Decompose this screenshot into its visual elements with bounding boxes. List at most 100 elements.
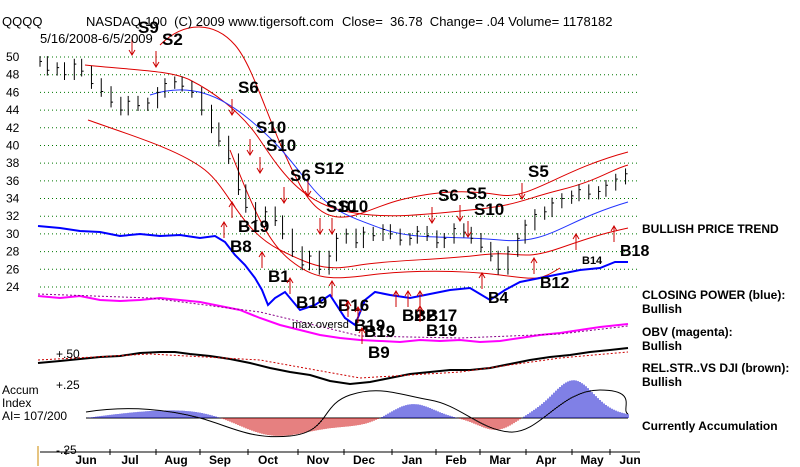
y-tick-label: 26 — [6, 262, 20, 276]
signal-label: B18 — [620, 243, 649, 260]
y-tick-label: 38 — [6, 156, 20, 170]
index-label: Index — [2, 396, 32, 410]
signal-arrow-head — [152, 61, 160, 68]
signal-label: B4 — [488, 290, 509, 307]
lower-band — [87, 119, 629, 269]
y-tick-label: 46 — [6, 85, 20, 99]
max-oversold-label: max.oversd — [292, 319, 349, 331]
signal-label: S5 — [528, 162, 549, 181]
date-range: 5/16/2008-6/5/2009 — [40, 31, 153, 46]
signal-label: S6 — [290, 166, 311, 185]
signal-arrow-head — [328, 228, 336, 235]
signal-label: B14 — [582, 255, 603, 267]
relstr-ma — [37, 351, 629, 379]
signal-arrow-head — [220, 221, 228, 228]
plus25-label: +.25 — [56, 378, 80, 392]
x-month-label: Mar — [489, 453, 511, 467]
signal-arrow-head — [354, 306, 362, 313]
signal-label: S9 — [138, 18, 159, 37]
signal-label: B19 — [364, 322, 395, 341]
signal-label: S2 — [162, 30, 183, 49]
moving-average — [149, 89, 629, 242]
signal-arrow-head — [280, 197, 288, 204]
signal-arrow-head — [416, 305, 424, 312]
signal-arrow-head — [456, 215, 464, 222]
quote-info: Close= 36.78 Change= .04 Volume= 1178182 — [342, 14, 613, 29]
upper-band-outer — [159, 26, 629, 218]
price-grid — [40, 56, 640, 288]
closing-power-status: Bullish — [642, 302, 683, 316]
signal-arrow-head — [464, 231, 472, 238]
lower-band-outer — [229, 149, 561, 279]
obv-line — [37, 294, 629, 344]
signal-arrow-head — [256, 167, 264, 174]
signal-arrow-head — [416, 290, 424, 297]
y-tick-label: 32 — [6, 209, 20, 223]
relstr-line — [37, 347, 629, 386]
signal-label: S10 — [256, 118, 286, 137]
x-month-label: Apr — [536, 453, 557, 467]
closing-power-line — [37, 225, 628, 327]
x-month-label: Sep — [209, 453, 231, 467]
y-tick-label: 36 — [6, 174, 20, 188]
signal-arrow-head — [530, 257, 538, 264]
x-month-label: Jan — [402, 453, 423, 467]
signal-label: B19 — [296, 293, 327, 312]
signal-arrow-head — [304, 190, 312, 197]
signal-arrow-head — [258, 251, 266, 258]
upper-band — [84, 64, 629, 217]
signal-label: S6 — [438, 186, 459, 205]
y-tick-label: 48 — [6, 68, 20, 82]
bullish-trend-label: BULLISH PRICE TREND — [642, 222, 779, 236]
signal-arrow-head — [404, 290, 412, 297]
relstr-status: Bullish — [642, 375, 683, 389]
signal-label: S6 — [238, 78, 259, 97]
signal-label: B16 — [338, 296, 369, 315]
signal-arrow-head — [228, 201, 236, 208]
signal-arrow-head — [392, 290, 400, 297]
signal-arrow-head — [518, 193, 526, 200]
ai-label: AI= 107/200 — [2, 409, 68, 423]
signal-label: B9 — [368, 343, 390, 362]
signal-arrow-head — [610, 225, 618, 232]
signal-arrow-head — [286, 277, 294, 284]
signal-label: B2 — [414, 306, 436, 325]
x-month-label: Feb — [445, 453, 466, 467]
x-month-label: Jun — [75, 453, 96, 467]
accum-ma — [85, 389, 629, 438]
signal-arrow-head — [228, 109, 236, 116]
y-tick-labels: 24 26 28 30 32 34 36 38 40 42 44 46 48 50 — [6, 50, 20, 294]
obv-status: Bullish — [642, 339, 683, 353]
obv-label: OBV (magenta): — [642, 325, 733, 339]
signal-label: B17 — [426, 306, 457, 325]
accum-status: Currently Accumulation — [642, 419, 778, 433]
x-month-labels: Jun Jul Aug Sep Oct Nov Dec Jan Feb Mar Apr May Jun — [65, 449, 641, 467]
accum-label: Accum — [2, 383, 39, 397]
y-tick-label: 24 — [6, 280, 20, 294]
signal-arrow-head — [572, 233, 580, 240]
signal-label: B19 — [426, 321, 457, 340]
y-tick-label: 50 — [6, 50, 20, 64]
plus50-label: +.50 — [56, 347, 80, 361]
signal-arrow-head — [128, 49, 136, 56]
x-month-label: Nov — [307, 453, 330, 467]
signal-arrow-head — [344, 300, 352, 307]
x-month-label: Aug — [164, 453, 187, 467]
minus25-label: -.25 — [56, 443, 77, 457]
y-tick-label: 44 — [6, 103, 20, 117]
signal-arrow-head — [478, 272, 486, 279]
signal-arrow-head — [428, 217, 436, 224]
accum-index-histogram — [87, 380, 629, 436]
price-bars — [39, 56, 628, 275]
signal-arrow-head — [358, 327, 366, 334]
y-tick-label: 40 — [6, 138, 20, 152]
x-month-label: Dec — [353, 453, 375, 467]
x-month-label: May — [580, 453, 604, 467]
chart-title: NASDAQ-100 (C) 2009 www.tigersoft.com — [86, 14, 334, 29]
signal-label: B2 — [402, 306, 424, 325]
signal-label: B19 — [238, 217, 269, 236]
y-tick-label: 34 — [6, 192, 20, 206]
signal-label: S12 — [314, 159, 344, 178]
